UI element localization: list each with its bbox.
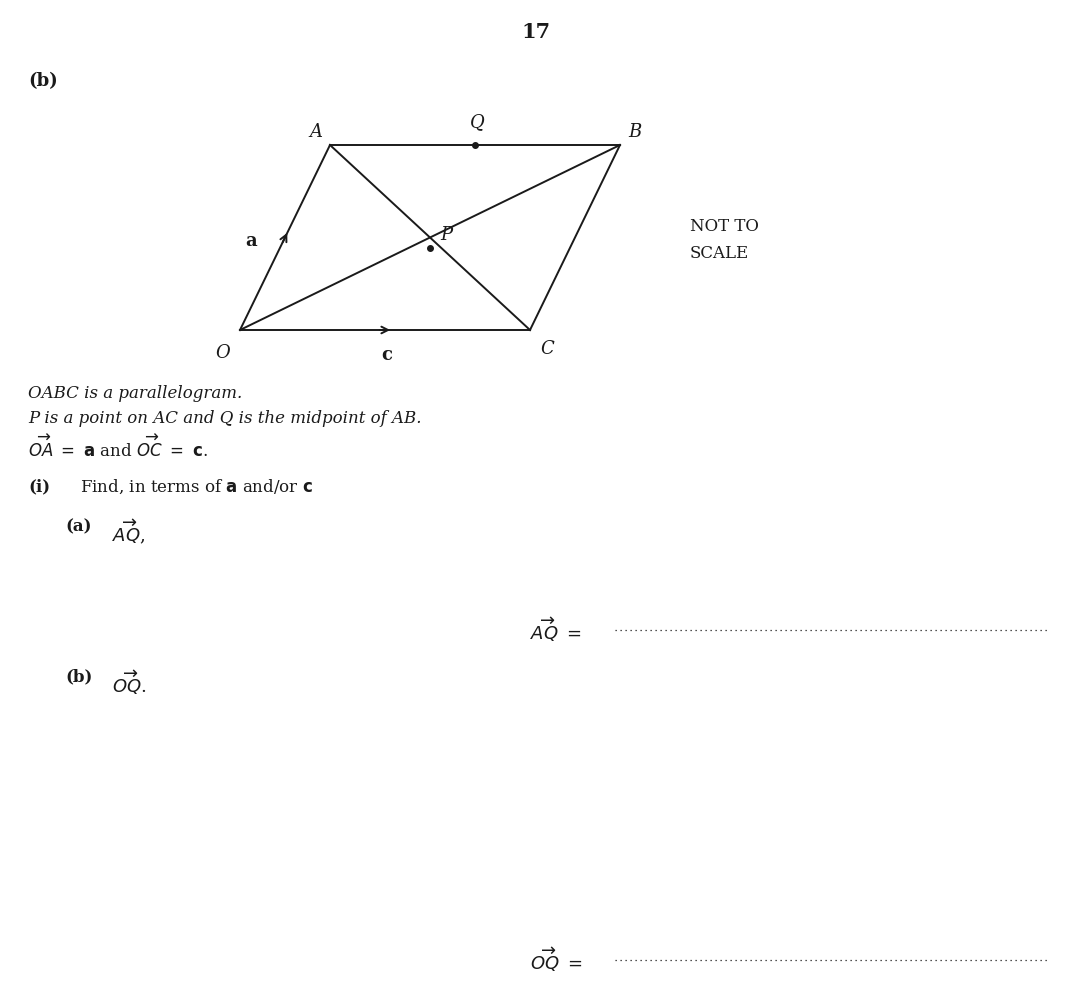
Text: (i): (i): [28, 478, 50, 495]
Text: $\overrightarrow{OQ}$.: $\overrightarrow{OQ}$.: [112, 668, 146, 697]
Text: (a): (a): [65, 518, 91, 535]
Text: (b): (b): [28, 71, 58, 90]
Text: 17: 17: [521, 22, 550, 42]
Text: $\overrightarrow{OQ}$ $=$: $\overrightarrow{OQ}$ $=$: [530, 946, 583, 975]
Text: NOT TO
SCALE: NOT TO SCALE: [690, 218, 759, 262]
Text: $\overrightarrow{AQ}$ $=$: $\overrightarrow{AQ}$ $=$: [530, 615, 582, 644]
Text: a: a: [246, 233, 258, 251]
Text: Q: Q: [470, 113, 484, 131]
Text: OABC is a parallelogram.: OABC is a parallelogram.: [28, 385, 242, 402]
Text: O: O: [216, 344, 230, 362]
Text: $\overrightarrow{AQ}$,: $\overrightarrow{AQ}$,: [112, 518, 146, 547]
Text: A: A: [309, 123, 322, 141]
Text: P is a point on AC and Q is the midpoint of AB.: P is a point on AC and Q is the midpoint…: [28, 410, 422, 427]
Text: $\overrightarrow{OA}$ $=$ $\mathbf{a}$ and $\overrightarrow{OC}$ $=$ $\mathbf{c}: $\overrightarrow{OA}$ $=$ $\mathbf{a}$ a…: [28, 435, 208, 461]
Text: (b): (b): [65, 668, 92, 685]
Text: P: P: [440, 226, 452, 244]
Text: B: B: [628, 123, 642, 141]
Text: C: C: [540, 340, 554, 358]
Text: Find, in terms of $\mathbf{a}$ and/or $\mathbf{c}$: Find, in terms of $\mathbf{a}$ and/or $\…: [80, 478, 313, 496]
Text: c: c: [382, 346, 393, 364]
